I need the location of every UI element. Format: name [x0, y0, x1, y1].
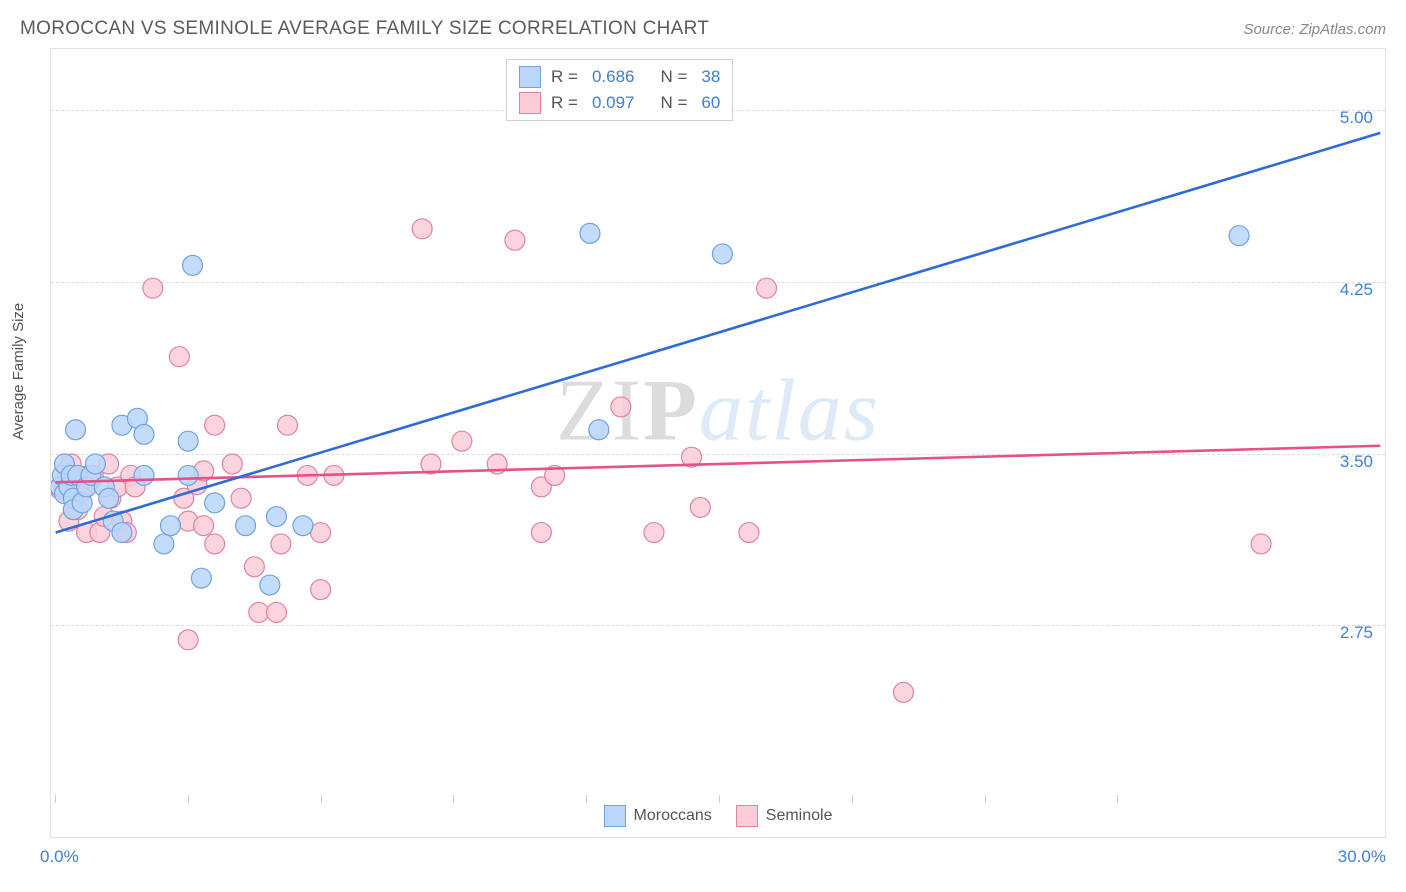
data-point-moroccans — [191, 568, 211, 588]
data-point-seminole — [644, 523, 664, 543]
data-point-seminole — [178, 630, 198, 650]
legend-row-seminole: R = 0.097 N = 60 — [519, 90, 720, 116]
data-point-seminole — [278, 415, 298, 435]
data-point-moroccans — [134, 465, 154, 485]
data-point-moroccans — [66, 420, 86, 440]
chart-title: MOROCCAN VS SEMINOLE AVERAGE FAMILY SIZE… — [20, 18, 709, 40]
data-point-seminole — [194, 516, 214, 536]
data-point-moroccans — [293, 516, 313, 536]
data-point-seminole — [412, 219, 432, 239]
legend-correlation-box: R = 0.686 N = 38 R = 0.097 N = 60 — [506, 59, 733, 121]
legend-row-moroccans: R = 0.686 N = 38 — [519, 64, 720, 90]
data-point-seminole — [222, 454, 242, 474]
swatch-seminole — [736, 805, 758, 827]
data-point-moroccans — [134, 424, 154, 444]
data-point-moroccans — [589, 420, 609, 440]
data-point-seminole — [531, 523, 551, 543]
data-point-seminole — [452, 431, 472, 451]
data-point-moroccans — [266, 507, 286, 527]
data-point-moroccans — [178, 431, 198, 451]
legend-item-seminole: Seminole — [736, 805, 833, 827]
data-point-seminole — [205, 534, 225, 554]
data-point-moroccans — [112, 523, 132, 543]
data-point-seminole — [169, 347, 189, 367]
source-label: Source: ZipAtlas.com — [1243, 21, 1386, 38]
x-left-label: 0.0% — [40, 847, 79, 867]
data-point-seminole — [739, 523, 759, 543]
swatch-moroccans — [519, 66, 541, 88]
trendline-moroccans — [56, 133, 1381, 533]
data-point-seminole — [1251, 534, 1271, 554]
data-point-seminole — [757, 278, 777, 298]
trendline-seminole — [56, 446, 1381, 483]
data-point-seminole — [505, 230, 525, 250]
plot-area: ZIPatlas R = 0.686 N = 38 R = 0.097 N = … — [50, 48, 1386, 838]
data-point-seminole — [266, 602, 286, 622]
legend-item-moroccans: Moroccans — [604, 805, 712, 827]
legend-series: Moroccans Seminole — [51, 805, 1385, 827]
swatch-seminole — [519, 92, 541, 114]
y-axis-label: Average Family Size — [10, 303, 27, 440]
header: MOROCCAN VS SEMINOLE AVERAGE FAMILY SIZE… — [0, 0, 1406, 40]
swatch-moroccans — [604, 805, 626, 827]
data-point-seminole — [311, 523, 331, 543]
data-point-seminole — [611, 397, 631, 417]
data-point-moroccans — [183, 255, 203, 275]
data-point-seminole — [205, 415, 225, 435]
data-point-seminole — [231, 488, 251, 508]
data-point-moroccans — [154, 534, 174, 554]
data-point-moroccans — [580, 223, 600, 243]
data-point-seminole — [893, 682, 913, 702]
data-point-seminole — [249, 602, 269, 622]
data-point-moroccans — [712, 244, 732, 264]
x-right-label: 30.0% — [1338, 847, 1386, 867]
data-point-seminole — [311, 580, 331, 600]
data-point-moroccans — [260, 575, 280, 595]
data-point-moroccans — [85, 454, 105, 474]
data-point-seminole — [271, 534, 291, 554]
data-point-moroccans — [99, 488, 119, 508]
data-point-moroccans — [236, 516, 256, 536]
data-point-moroccans — [178, 465, 198, 485]
data-point-moroccans — [161, 516, 181, 536]
data-point-seminole — [244, 557, 264, 577]
data-point-seminole — [690, 497, 710, 517]
data-point-seminole — [143, 278, 163, 298]
scatter-svg — [51, 49, 1385, 837]
data-point-moroccans — [205, 493, 225, 513]
data-point-moroccans — [1229, 226, 1249, 246]
